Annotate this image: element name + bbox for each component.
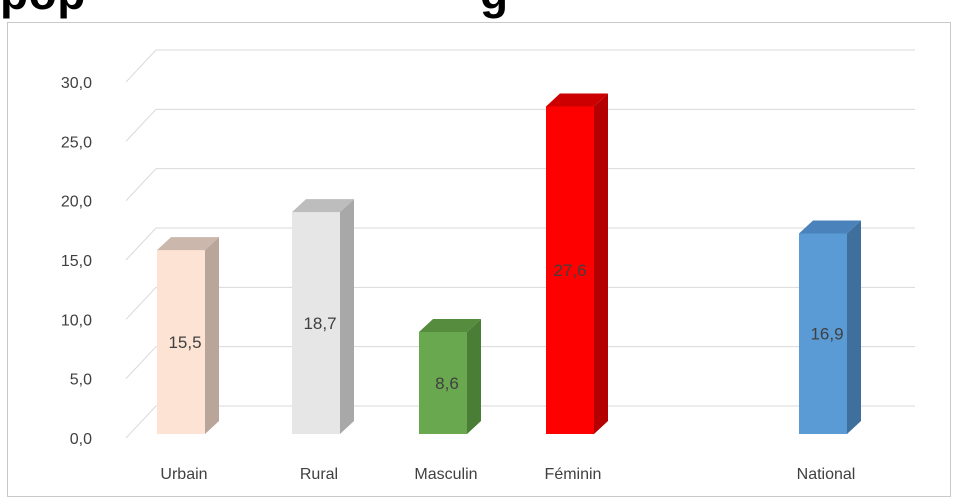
heading-fragment-end: g xyxy=(480,0,509,20)
y-tick-label: 30,0 xyxy=(61,75,92,92)
gridline-diagonal xyxy=(125,405,157,439)
data-label: 15,5 xyxy=(168,333,201,352)
bar-top xyxy=(799,220,861,234)
x-category-label: Féminin xyxy=(545,466,602,483)
x-category-label: Rural xyxy=(300,466,338,483)
y-tick-label: 0,0 xyxy=(70,431,92,448)
bar xyxy=(546,106,594,434)
gridline-diagonal xyxy=(125,346,157,380)
bar xyxy=(799,233,847,434)
x-axis-categories: Urbain Rural Masculin Féminin National xyxy=(160,466,855,483)
gridline-diagonal xyxy=(125,168,157,202)
heading-clip: pop g xyxy=(0,0,957,20)
bar-side xyxy=(340,199,354,434)
y-tick-label: 25,0 xyxy=(61,134,92,151)
data-label: 16,9 xyxy=(810,325,843,344)
gridline-diagonal xyxy=(125,108,157,142)
gridlines xyxy=(125,49,915,439)
gridline-diagonal xyxy=(125,286,157,320)
data-label: 18,7 xyxy=(303,314,336,333)
gridline-diagonal xyxy=(125,227,157,261)
x-category-label: National xyxy=(797,466,856,483)
chart-heading-partial: pop g xyxy=(0,0,508,20)
bar-top xyxy=(546,93,608,107)
bar-top xyxy=(419,318,481,332)
data-labels: 15,5 18,7 8,6 27,6 16,9 xyxy=(168,261,843,393)
bar xyxy=(157,250,205,434)
bar-side xyxy=(594,93,608,434)
bar xyxy=(292,212,340,434)
y-tick-label: 15,0 xyxy=(61,253,92,270)
y-axis-ticks: 0,0 5,0 10,0 15,0 20,0 25,0 30,0 xyxy=(61,75,92,448)
x-category-label: Masculin xyxy=(414,466,477,483)
bar-top xyxy=(157,237,219,251)
bar-side xyxy=(847,220,861,434)
y-tick-label: 10,0 xyxy=(61,312,92,329)
gridline-diagonal xyxy=(125,49,157,83)
bar xyxy=(419,331,467,434)
bars xyxy=(157,93,861,434)
bar-top xyxy=(292,199,354,213)
y-tick-label: 20,0 xyxy=(61,194,92,211)
x-category-label: Urbain xyxy=(160,466,207,483)
data-label: 8,6 xyxy=(435,374,459,393)
bar-side xyxy=(467,318,481,434)
bar-side xyxy=(205,237,219,434)
data-label: 27,6 xyxy=(553,261,586,280)
y-tick-label: 5,0 xyxy=(70,372,92,389)
heading-fragment: pop xyxy=(0,0,86,19)
